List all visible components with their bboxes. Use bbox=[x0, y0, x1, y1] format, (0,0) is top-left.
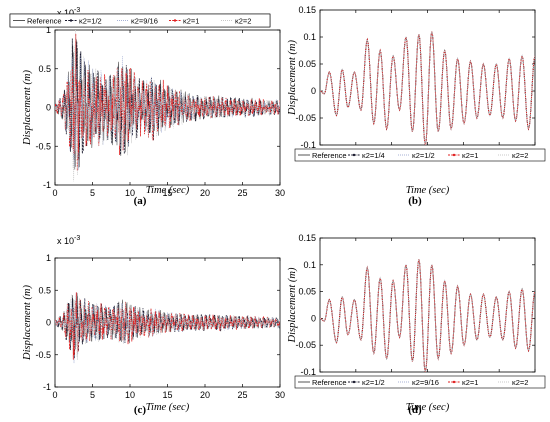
legend-marker bbox=[352, 153, 356, 157]
x-tick-label: 25 bbox=[237, 390, 247, 400]
y-tick-label: 0.5 bbox=[38, 285, 51, 295]
x-tick-label: 15 bbox=[162, 188, 172, 198]
legend-label: κ2=1/4 bbox=[362, 151, 385, 160]
legend-label: κ2=2 bbox=[512, 151, 528, 160]
y-tick-label: 0 bbox=[46, 318, 51, 328]
legend-label: κ2=1/2 bbox=[412, 151, 435, 160]
legend-label: κ2=2 bbox=[235, 17, 251, 26]
legend-label: κ2=1 bbox=[462, 151, 478, 160]
y-tick-label: 0.1 bbox=[303, 260, 316, 270]
x-tick-label: 10 bbox=[125, 188, 135, 198]
y-scale-label: x 10-3 bbox=[57, 7, 80, 18]
x-tick-label: 25 bbox=[237, 188, 247, 198]
legend-label: κ2=1/2 bbox=[362, 378, 385, 387]
series-group bbox=[320, 259, 535, 372]
series-group bbox=[55, 291, 280, 364]
y-tick-label: 1 bbox=[46, 253, 51, 263]
y-axis-label: Displacement (m) bbox=[22, 70, 33, 146]
legend-label: Reference bbox=[312, 151, 347, 160]
y-scale-label: x 10-3 bbox=[57, 235, 80, 246]
y-axis-label: Displacement (m) bbox=[22, 285, 33, 361]
legend-marker bbox=[452, 153, 456, 157]
x-tick-label: 20 bbox=[200, 390, 210, 400]
y-tick-label: 0.5 bbox=[38, 64, 51, 74]
x-tick-label: 30 bbox=[275, 390, 285, 400]
legend-marker bbox=[452, 380, 456, 384]
x-tick-label: 20 bbox=[200, 188, 210, 198]
x-axis-label: Time (sec) bbox=[146, 402, 190, 413]
legend-label: κ2=2 bbox=[512, 378, 528, 387]
y-tick-label: -0.1 bbox=[300, 140, 316, 150]
panel-label: (d) bbox=[408, 404, 422, 416]
legend-marker bbox=[69, 19, 73, 22]
y-tick-label: -0.1 bbox=[300, 367, 316, 377]
x-tick-label: 15 bbox=[162, 390, 172, 400]
x-axis-label: Time (sec) bbox=[406, 185, 450, 196]
series-line bbox=[320, 259, 535, 372]
legend-box bbox=[294, 148, 546, 162]
series-line bbox=[320, 31, 535, 145]
series-line bbox=[55, 292, 280, 360]
x-tick-label: 5 bbox=[90, 390, 95, 400]
x-axis-label: Time (sec) bbox=[406, 402, 450, 413]
x-tick-label: 30 bbox=[275, 188, 285, 198]
y-tick-label: 0.05 bbox=[298, 59, 316, 69]
y-tick-label: 0.15 bbox=[298, 233, 316, 243]
y-tick-label: -1 bbox=[43, 382, 51, 392]
legend-label: κ2=1 bbox=[462, 378, 478, 387]
y-tick-label: -0.5 bbox=[35, 350, 51, 360]
legend-marker bbox=[173, 19, 177, 22]
y-tick-label: 0 bbox=[311, 313, 316, 323]
panel-a: 0 5 10 15 20 25 30 1 0.5 0 -0.5 -1 x 10-3 Time (sec) D… bbox=[9, 7, 285, 207]
y-tick-label: 0.05 bbox=[298, 287, 316, 297]
y-tick-label: 1 bbox=[46, 25, 51, 35]
legend-label: κ2=1 bbox=[183, 17, 199, 26]
x-tick-label: 0 bbox=[52, 188, 57, 198]
y-tick-label: 0 bbox=[311, 86, 316, 96]
y-tick-label: 0.15 bbox=[298, 5, 316, 15]
y-axis-label: Displacement (m) bbox=[287, 267, 298, 343]
series-group bbox=[55, 30, 280, 182]
series-line bbox=[55, 30, 280, 182]
y-tick-label: 0.1 bbox=[303, 32, 316, 42]
y-tick-label: -0.05 bbox=[295, 340, 316, 350]
y-tick-label: 0 bbox=[46, 103, 51, 113]
x-tick-label: 5 bbox=[90, 188, 95, 198]
legend-label: Reference bbox=[27, 17, 62, 26]
legend-marker bbox=[352, 380, 356, 384]
legend-box bbox=[294, 375, 546, 389]
legend-box bbox=[9, 13, 271, 28]
x-axis-label: Time (sec) bbox=[146, 185, 190, 196]
series-group bbox=[320, 31, 535, 145]
legend-label: Reference bbox=[312, 378, 347, 387]
y-tick-label: -0.05 bbox=[295, 113, 316, 123]
panel-label: (b) bbox=[408, 195, 422, 207]
legend-label: κ2=1/2 bbox=[79, 17, 102, 26]
x-tick-label: 0 bbox=[52, 390, 57, 400]
y-tick-label: -0.5 bbox=[35, 141, 51, 151]
legend-label: κ2=9/16 bbox=[412, 378, 439, 387]
legend-label: κ2=9/16 bbox=[131, 17, 158, 26]
panel-label: (c) bbox=[134, 404, 147, 416]
x-tick-label: 10 bbox=[125, 390, 135, 400]
y-tick-label: -1 bbox=[43, 180, 51, 190]
panel-label: (a) bbox=[134, 195, 147, 207]
y-axis-label: Displacement (m) bbox=[287, 40, 298, 116]
